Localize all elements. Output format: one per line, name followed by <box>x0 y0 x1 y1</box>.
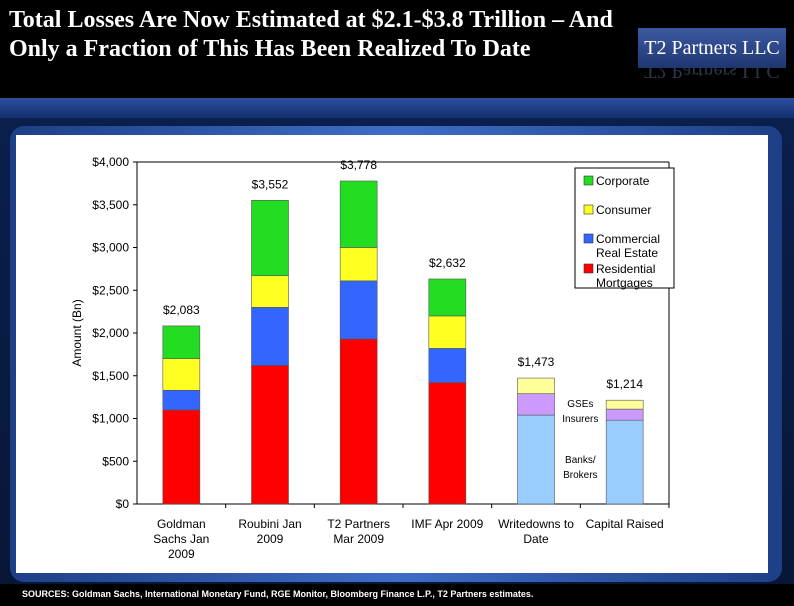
x-tick-label: IMF Apr 2009 <box>411 517 483 531</box>
x-tick-label: Mar 2009 <box>333 532 384 546</box>
y-tick-label: $2,000 <box>92 326 129 340</box>
legend-swatch <box>583 263 594 274</box>
legend-label: Corporate <box>596 174 650 188</box>
company-logo: T2 Partners LLC <box>638 28 786 68</box>
y-tick-label: $1,500 <box>92 369 129 383</box>
bar-segment <box>605 408 644 421</box>
y-tick-label: $4,000 <box>92 155 129 169</box>
legend-label: Consumer <box>596 203 651 217</box>
bar-segment <box>428 278 467 317</box>
logo-text: T2 Partners LLC <box>644 37 780 59</box>
bar-segment <box>162 409 201 505</box>
bar-segment <box>517 393 555 416</box>
legend-box <box>574 167 675 289</box>
bar-annotation: GSEs <box>567 399 593 410</box>
y-tick-label: $3,500 <box>92 198 129 212</box>
x-tick-label: 2009 <box>168 547 195 561</box>
x-tick-label: Sachs Jan <box>153 532 209 546</box>
x-tick-label: Roubini Jan <box>238 517 301 531</box>
bar-total-label: $2,083 <box>163 303 200 317</box>
bar-annotation: Banks/ <box>565 455 596 466</box>
legend-label: Real Estate <box>596 246 658 260</box>
legend-swatch <box>583 175 594 186</box>
bar-segment <box>251 200 289 277</box>
bar-segment <box>517 377 555 395</box>
bar-total-label: $3,552 <box>252 177 289 191</box>
x-tick-label: T2 Partners <box>327 517 390 531</box>
bar-annotation: Insurers <box>562 414 598 425</box>
x-tick-label: Date <box>523 532 549 546</box>
y-axis-label: Amount (Bn) <box>70 299 84 366</box>
bar-segment <box>428 382 467 505</box>
header-band <box>0 98 794 118</box>
bar-segment <box>162 325 201 359</box>
legend-label: Residential <box>596 262 655 276</box>
bar-segment <box>428 315 467 349</box>
y-tick-label: $500 <box>102 454 129 468</box>
y-tick-label: $2,500 <box>92 283 129 297</box>
slide-title: Total Losses Are Now Estimated at $2.1-$… <box>9 7 613 62</box>
bar-segment <box>339 338 378 505</box>
bar-total-label: $1,214 <box>606 377 643 391</box>
x-tick-label: Capital Raised <box>586 517 664 531</box>
y-tick-label: $0 <box>116 497 130 511</box>
bar-segment <box>339 280 378 340</box>
bar-annotation: Brokers <box>563 470 597 481</box>
x-tick-label: Goldman <box>157 517 206 531</box>
bar-segment <box>339 247 378 282</box>
legend-label: Mortgages <box>596 276 653 290</box>
bar-total-label: $2,632 <box>429 256 466 270</box>
sources-note: SOURCES: Goldman Sachs, International Mo… <box>22 589 534 599</box>
bar-segment <box>605 419 644 505</box>
bar-segment <box>517 414 555 505</box>
legend-label: Commercial <box>596 232 660 246</box>
y-tick-label: $1,000 <box>92 412 129 426</box>
y-tick-label: $3,000 <box>92 241 129 255</box>
bar-segment <box>162 389 201 411</box>
x-tick-label: 2009 <box>257 532 284 546</box>
legend-swatch <box>583 233 594 244</box>
bar-segment <box>428 348 467 383</box>
bar-segment <box>251 365 289 505</box>
bar-segment <box>251 275 289 308</box>
bar-total-label: $1,473 <box>518 355 555 369</box>
bar-segment <box>162 358 201 391</box>
bar-segment <box>605 399 644 410</box>
bar-segment <box>339 180 378 248</box>
bar-total-label: $3,778 <box>340 158 377 172</box>
legend-swatch <box>583 204 594 215</box>
x-tick-label: Writedowns to <box>498 517 574 531</box>
bar-segment <box>251 307 289 366</box>
slide-header: Total Losses Are Now Estimated at $2.1-$… <box>0 0 794 98</box>
